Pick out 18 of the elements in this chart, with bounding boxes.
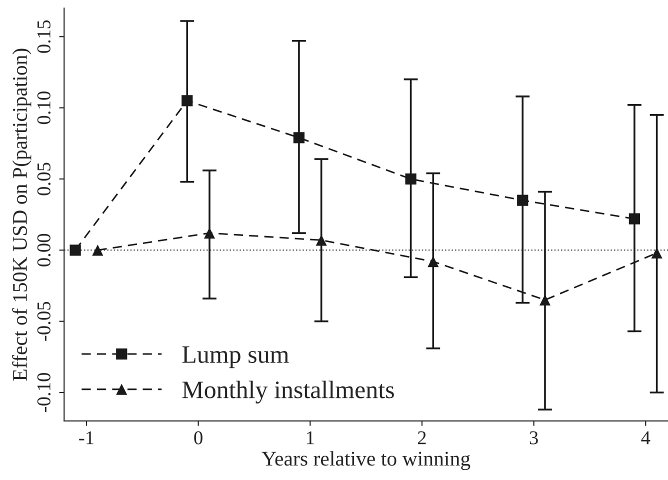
legend-label: Lump sum bbox=[182, 346, 289, 368]
x-tick-label: -1 bbox=[79, 431, 94, 444]
legend-label: Monthly installments bbox=[182, 380, 394, 404]
point bbox=[92, 244, 104, 256]
y-axis-title: Effect of 150K USD on P(participation) bbox=[12, 48, 32, 381]
y-tick-label: 0.15 bbox=[37, 20, 51, 53]
x-tick-label: 1 bbox=[307, 431, 314, 444]
y-tick-label: -0.10 bbox=[37, 372, 51, 412]
y-tick-label: -0.05 bbox=[37, 302, 51, 341]
y-tick-label: 0.10 bbox=[37, 92, 51, 124]
x-tick-label: 4 bbox=[641, 431, 650, 444]
x-tick-label: 2 bbox=[418, 431, 426, 444]
x-tick-label: 0 bbox=[194, 431, 202, 444]
x-tick-label: 3 bbox=[530, 431, 538, 444]
y-tick-label: 0.00 bbox=[37, 234, 51, 266]
x-axis-title: Years relative to winning bbox=[262, 451, 470, 470]
point bbox=[70, 244, 81, 256]
y-tick-label: 0.05 bbox=[37, 162, 51, 196]
